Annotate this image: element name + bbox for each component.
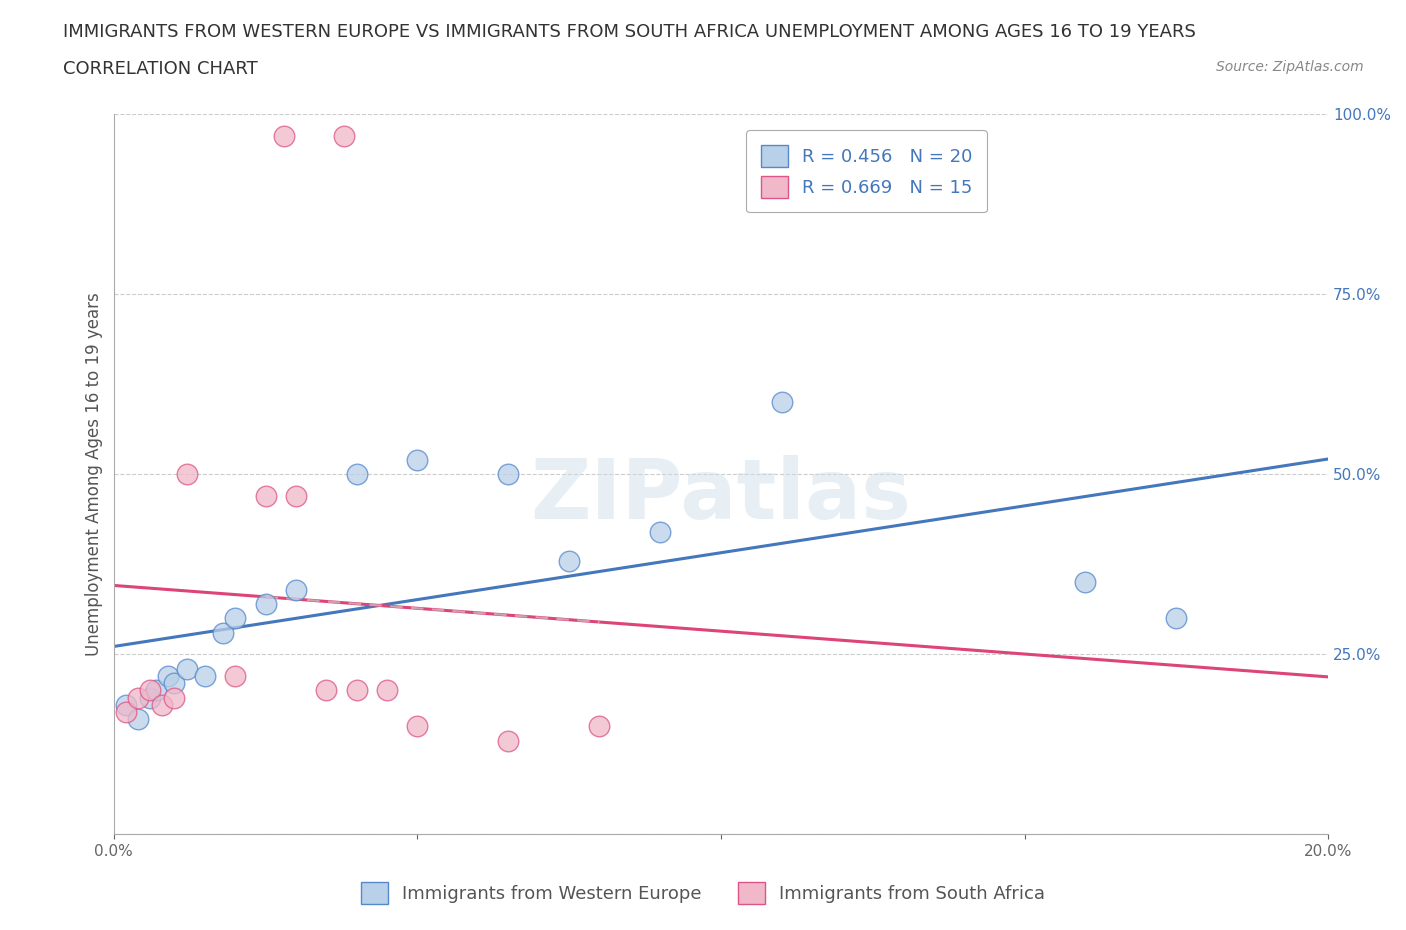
Point [163,676,186,691]
Point [115,698,138,712]
Point [139,690,162,705]
Point [558,553,581,568]
Point [254,488,277,503]
Legend: R = 0.456   N = 20, R = 0.669   N = 15: R = 0.456 N = 20, R = 0.669 N = 15 [747,130,987,212]
Point [194,669,217,684]
Point [163,690,186,705]
Point [406,719,429,734]
Point [1166,611,1188,626]
Point [650,525,672,539]
Point [127,711,149,726]
Point [145,683,167,698]
Text: Source: ZipAtlas.com: Source: ZipAtlas.com [1216,60,1364,74]
Point [150,698,173,712]
Point [498,467,520,482]
Point [176,661,198,676]
Point [1074,575,1097,590]
Point [224,611,246,626]
Point [588,719,610,734]
Point [346,467,368,482]
Point [315,683,337,698]
Point [770,394,793,409]
Point [273,128,295,143]
Point [224,669,246,684]
Text: IMMIGRANTS FROM WESTERN EUROPE VS IMMIGRANTS FROM SOUTH AFRICA UNEMPLOYMENT AMON: IMMIGRANTS FROM WESTERN EUROPE VS IMMIGR… [63,23,1197,41]
Text: ZIPatlas: ZIPatlas [530,456,911,537]
Point [284,488,307,503]
Point [498,734,520,749]
Point [212,625,235,640]
Point [139,683,162,698]
Point [284,582,307,597]
Point [333,128,356,143]
Point [254,596,277,611]
Point [176,467,198,482]
Text: CORRELATION CHART: CORRELATION CHART [63,60,259,78]
Point [346,683,368,698]
Y-axis label: Unemployment Among Ages 16 to 19 years: Unemployment Among Ages 16 to 19 years [86,292,103,656]
Legend: Immigrants from Western Europe, Immigrants from South Africa: Immigrants from Western Europe, Immigran… [353,875,1053,911]
Point [406,452,429,467]
Point [375,683,398,698]
Point [127,690,149,705]
Point [157,669,180,684]
Point [115,705,138,720]
